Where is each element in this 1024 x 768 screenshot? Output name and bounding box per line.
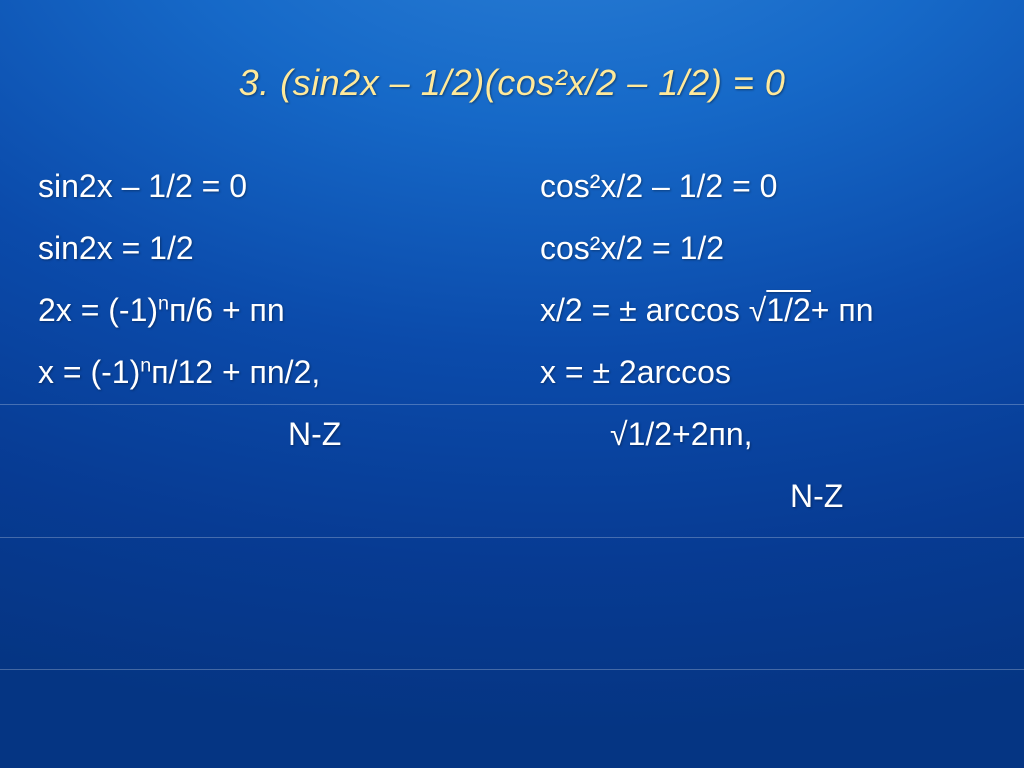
slide-title: 3. (sin2x – 1/2)(cos²x/2 – 1/2) = 0	[0, 62, 1024, 104]
left-line-4-sup: n	[140, 354, 151, 376]
right-line-3b: + пn	[811, 292, 874, 328]
left-line-3-sup: n	[158, 292, 169, 314]
right-column: cos²x/2 – 1/2 = 0 cos²x/2 = 1/2 x/2 = ± …	[540, 170, 1000, 542]
left-line-4a: x = (-1)	[38, 354, 140, 390]
right-line-2: cos²x/2 = 1/2	[540, 232, 1000, 264]
right-line-3: x/2 = ± arccos √1/2+ пn	[540, 294, 1000, 326]
left-line-4b: п/12 + пn/2,	[151, 354, 320, 390]
right-line-6: N-Z	[540, 480, 1000, 512]
left-line-3a: 2x = (-1)	[38, 292, 158, 328]
left-column: sin2x – 1/2 = 0 sin2x = 1/2 2x = (-1)nп/…	[38, 170, 498, 480]
right-line-1: cos²x/2 – 1/2 = 0	[540, 170, 1000, 202]
right-line-3a: x/2 = ± arccos √	[540, 292, 766, 328]
left-line-2: sin2x = 1/2	[38, 232, 498, 264]
left-line-4: x = (-1)nп/12 + пn/2,	[38, 356, 498, 388]
right-line-4: x = ± 2arccos	[540, 356, 1000, 388]
right-line-5: √1/2+2пn,	[540, 418, 1000, 450]
grid-line	[0, 669, 1024, 670]
left-line-3: 2x = (-1)nп/6 + пn	[38, 294, 498, 326]
left-line-3b: п/6 + пn	[169, 292, 285, 328]
left-line-1: sin2x – 1/2 = 0	[38, 170, 498, 202]
left-line-5: N-Z	[38, 418, 498, 450]
right-line-3-over: 1/2	[766, 292, 810, 328]
